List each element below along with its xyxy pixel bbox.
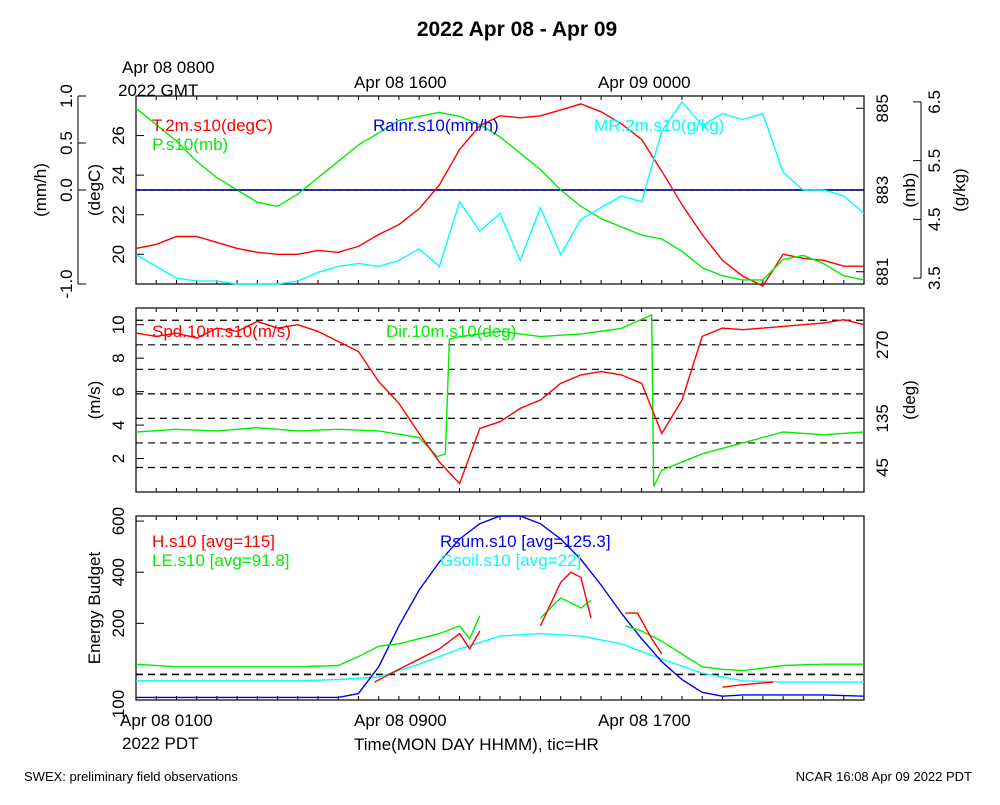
top-panel: -1.0 0.0 0.5 1.0 (mm/h) 20 22 24 26 (degC) 881 883 8…	[31, 84, 969, 298]
speed-tick-label: 10	[109, 315, 128, 334]
temp-tick-label: 20	[109, 245, 128, 264]
legend-mixing-ratio: MR.2m.s10(g/kg)	[594, 116, 724, 135]
energy-tick-label: 100	[109, 690, 128, 718]
x-axis-label: Time(MON DAY HHMM), tic=HR	[354, 735, 599, 754]
direction-tick-label: 45	[873, 458, 892, 477]
mixing-ratio-series-line	[135, 100, 865, 285]
legend-rain-rate: Rainr.s10(mm/h)	[373, 116, 499, 135]
rain-tick-label: -1.0	[57, 269, 76, 298]
sensible-heat-series-segment	[722, 681, 774, 688]
top-time-label-1: Apr 08 0800	[122, 58, 215, 77]
legend-pressure: P.s10(mb)	[152, 135, 228, 154]
direction-tick-label: 135	[873, 404, 892, 432]
bottom-time-label-2: 2022 PDT	[122, 734, 199, 753]
bottom-time-label-1: Apr 08 0100	[120, 711, 213, 730]
footer-right: NCAR 16:08 Apr 09 2022 PDT	[796, 769, 972, 784]
legend-rsum: Rsum.s10 [avg=125.3]	[440, 532, 611, 551]
legend-wind-speed: Spd.10m.s10(m/s)	[152, 322, 291, 341]
top-time-label-2: 2022 GMT	[118, 81, 198, 100]
speed-tick-label: 2	[109, 454, 128, 463]
sensible-heat-series-segment	[539, 571, 592, 627]
mr-tick-label: 6.5	[925, 90, 944, 114]
bottom-panel: 100 200 400 600 Energy Budget H.s10 [avg=115]…	[85, 507, 865, 718]
temperature-series-line	[135, 103, 864, 287]
bottom-time-label-4: Apr 08 1700	[598, 711, 691, 730]
temp-axis-label: (degC)	[85, 164, 104, 216]
temp-tick-label: 24	[109, 166, 128, 185]
speed-tick-label: 4	[109, 420, 128, 429]
wind-direction-series-line	[135, 313, 865, 487]
speed-tick-label: 8	[109, 353, 128, 362]
mr-tick-label: 3.5	[925, 266, 944, 290]
bottom-time-label-3: Apr 08 0900	[354, 711, 447, 730]
chart-title: 2022 Apr 08 - Apr 09	[417, 18, 617, 41]
energy-tick-label: 600	[109, 507, 128, 535]
rain-axis-label: (mm/h)	[31, 163, 50, 217]
top-time-label-4: Apr 09 0000	[598, 73, 691, 92]
mr-tick-label: 5.5	[925, 149, 944, 173]
mr-tick-label: 4.5	[925, 208, 944, 232]
pres-tick-label: 881	[873, 258, 892, 286]
energy-tick-label: 400	[109, 558, 128, 586]
middle-panel: 2 4 6 8 10 (m/s) 45 135 270 (deg) Spd.10m.s10(m/s)…	[85, 307, 919, 493]
legend-wind-direction: Dir.10m.s10(deg)	[386, 322, 516, 341]
pres-tick-label: 885	[873, 94, 892, 122]
legend-temperature: T.2m.s10(degC)	[152, 116, 273, 135]
rain-tick-label: 1.0	[57, 84, 76, 108]
rain-tick-label: 0.5	[57, 131, 76, 155]
latent-heat-series-segment	[625, 625, 864, 672]
speed-axis-label: (m/s)	[85, 381, 104, 420]
pressure-series-line	[135, 107, 865, 281]
sensible-heat-series-segment	[374, 630, 481, 683]
legend-latent-heat: LE.s10 [avg=91.8]	[152, 551, 290, 570]
rain-tick-label: 0.0	[57, 178, 76, 202]
temp-tick-label: 26	[109, 126, 128, 145]
footer-left: SWEX: preliminary field observations	[24, 769, 238, 784]
legend-sensible-heat: H.s10 [avg=115]	[152, 532, 275, 551]
legend-gsoil: Gsoil.s10 [avg=22]	[440, 551, 581, 570]
speed-tick-label: 6	[109, 387, 128, 396]
sensible-heat-series-segment	[625, 612, 663, 655]
pres-tick-label: 883	[873, 176, 892, 204]
direction-tick-label: 270	[873, 331, 892, 359]
temp-tick-label: 22	[109, 205, 128, 224]
pres-axis-label: (mb)	[900, 173, 919, 208]
top-time-label-3: Apr 08 1600	[354, 73, 447, 92]
rsum-series-line	[136, 515, 865, 699]
gsoil-series-line	[136, 632, 864, 683]
latent-heat-series-segment	[539, 596, 592, 619]
energy-tick-label: 200	[109, 609, 128, 637]
mr-axis-label: (g/kg)	[950, 168, 969, 211]
wind-speed-series-line	[135, 318, 865, 485]
direction-axis-label: (deg)	[900, 380, 919, 420]
energy-axis-label: Energy Budget	[85, 551, 104, 664]
latent-heat-series-line	[135, 615, 481, 668]
